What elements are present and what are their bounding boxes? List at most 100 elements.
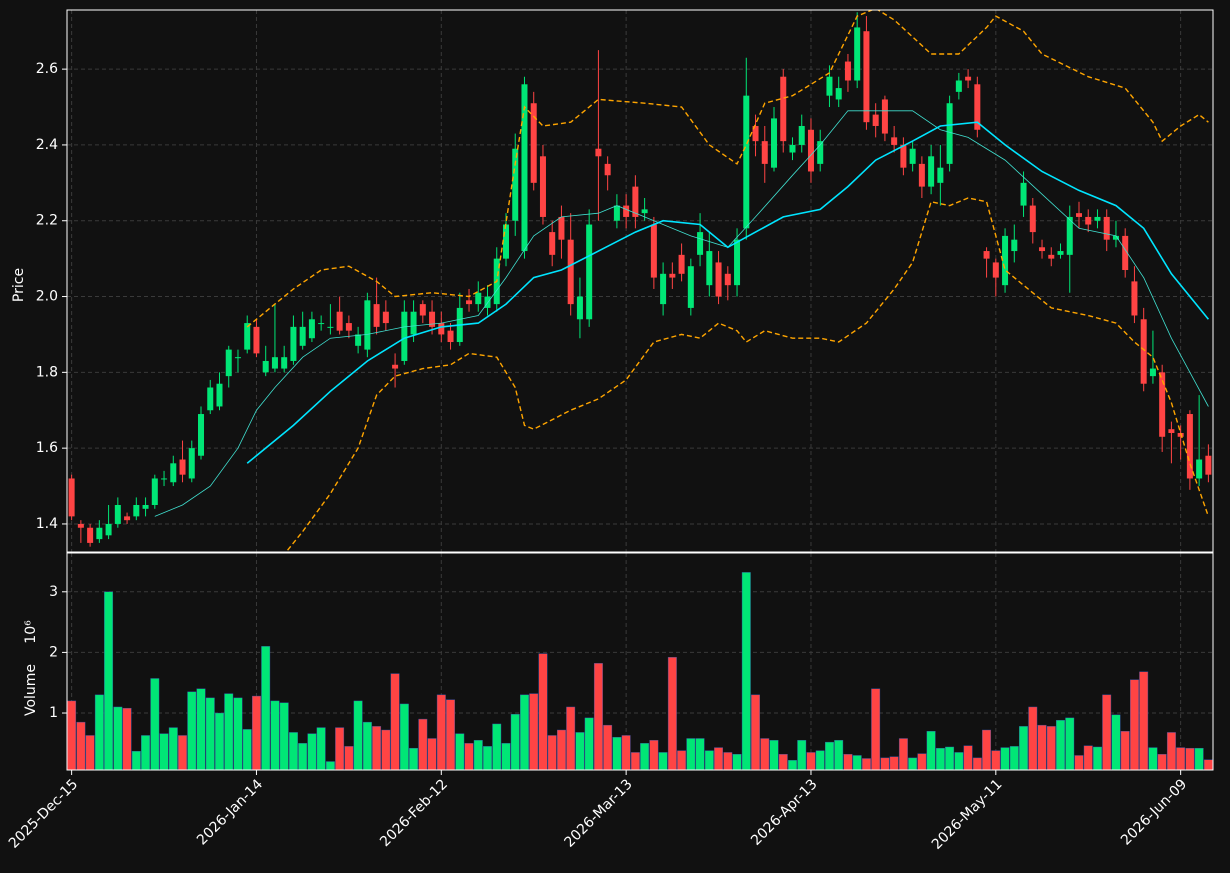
volume-bar bbox=[353, 700, 363, 770]
candle-body bbox=[1168, 429, 1175, 433]
volume-bar bbox=[889, 756, 899, 770]
volume-bar bbox=[187, 691, 197, 770]
volume-bar bbox=[141, 735, 151, 770]
volume-bar bbox=[1157, 754, 1167, 770]
volume-bar bbox=[935, 747, 945, 770]
volume-bar bbox=[926, 731, 936, 770]
candle-body bbox=[1140, 319, 1147, 384]
candle-body bbox=[955, 80, 962, 92]
volume-bar bbox=[529, 693, 539, 770]
candle-body bbox=[1066, 216, 1073, 255]
candle-body bbox=[114, 505, 121, 524]
candle-body bbox=[521, 84, 528, 252]
candle-body bbox=[595, 148, 602, 157]
candle-body bbox=[1112, 235, 1119, 240]
volume-bar bbox=[556, 729, 566, 770]
volume-bar bbox=[982, 729, 992, 770]
candle-body bbox=[502, 224, 509, 259]
candle-body bbox=[77, 523, 84, 528]
y-tick-label: 1 bbox=[49, 705, 58, 721]
volume-bar bbox=[298, 743, 308, 770]
volume-bar bbox=[603, 724, 613, 770]
volume-bar bbox=[760, 738, 770, 770]
candle-body bbox=[1149, 368, 1156, 377]
candle-body bbox=[872, 114, 879, 126]
volume-bar bbox=[94, 694, 104, 770]
volume-bar bbox=[224, 693, 234, 770]
candle-body bbox=[697, 232, 704, 255]
candle-body bbox=[364, 300, 371, 350]
candle-body bbox=[1020, 182, 1027, 206]
volume-bar bbox=[658, 752, 668, 770]
volume-bar bbox=[1129, 679, 1139, 770]
candle-body bbox=[188, 448, 195, 479]
volume-bar bbox=[205, 697, 215, 770]
candle-body bbox=[844, 61, 851, 81]
candle-body bbox=[1029, 205, 1036, 233]
volume-bar bbox=[538, 653, 548, 770]
volume-bar bbox=[963, 745, 973, 770]
volume-bar bbox=[972, 757, 982, 770]
candle-body bbox=[1002, 235, 1009, 286]
volume-bar bbox=[233, 697, 243, 770]
volume-bar bbox=[630, 752, 640, 770]
candle-body bbox=[475, 292, 482, 305]
volume-bar bbox=[113, 706, 123, 770]
volume-bar bbox=[288, 732, 298, 770]
volume-bar bbox=[1203, 759, 1213, 770]
volume-bar bbox=[261, 646, 271, 770]
volume-bar bbox=[1065, 717, 1075, 770]
candle-body bbox=[96, 527, 103, 540]
candle-body bbox=[881, 99, 888, 134]
candle-body bbox=[604, 163, 611, 176]
volume-bar bbox=[501, 743, 511, 770]
volume-bar bbox=[751, 694, 760, 770]
volume-bar bbox=[122, 707, 132, 770]
candle-body bbox=[965, 76, 972, 81]
volume-bar bbox=[1185, 747, 1195, 770]
volume-bar bbox=[788, 760, 797, 770]
candle-body bbox=[835, 88, 842, 100]
volume-bar bbox=[1194, 747, 1204, 770]
candle-body bbox=[586, 224, 593, 320]
candle-body bbox=[447, 330, 454, 343]
candle-body bbox=[715, 262, 722, 297]
volume-bar bbox=[677, 750, 687, 770]
candle-body bbox=[133, 505, 140, 517]
candle-body bbox=[401, 311, 408, 361]
candle-body bbox=[466, 300, 473, 305]
candle-body bbox=[817, 141, 824, 164]
candle-body bbox=[124, 516, 131, 521]
candle-body bbox=[105, 523, 112, 536]
candle-body bbox=[549, 232, 556, 255]
y-tick-label: 3 bbox=[49, 584, 58, 600]
volume-bar bbox=[390, 673, 400, 770]
volume-bar bbox=[279, 702, 289, 770]
candle-body bbox=[761, 141, 768, 164]
volume-bar bbox=[316, 727, 326, 770]
candle-body bbox=[1122, 235, 1129, 271]
volume-bar bbox=[704, 750, 714, 770]
volume-bar bbox=[150, 678, 160, 770]
volume-bar bbox=[815, 750, 825, 770]
candle-body bbox=[530, 103, 537, 183]
volume-bar bbox=[584, 717, 594, 770]
candle-body bbox=[1075, 213, 1082, 217]
candle-body bbox=[290, 326, 297, 361]
volume-bar bbox=[344, 746, 354, 770]
candle-body bbox=[937, 167, 944, 183]
volume-bar bbox=[242, 729, 252, 770]
volume-bar bbox=[723, 752, 733, 770]
volume-bar bbox=[991, 750, 1001, 770]
volume-bar bbox=[1028, 706, 1038, 770]
indicator-line bbox=[246, 121, 1210, 464]
candle-body bbox=[142, 505, 149, 509]
volume-bar bbox=[778, 754, 788, 770]
candle-body bbox=[891, 137, 898, 145]
candle-body bbox=[234, 357, 241, 359]
candle-body bbox=[734, 239, 741, 286]
volume-bar bbox=[575, 732, 585, 770]
volume-bar bbox=[168, 727, 178, 770]
volume-bar bbox=[446, 699, 455, 770]
